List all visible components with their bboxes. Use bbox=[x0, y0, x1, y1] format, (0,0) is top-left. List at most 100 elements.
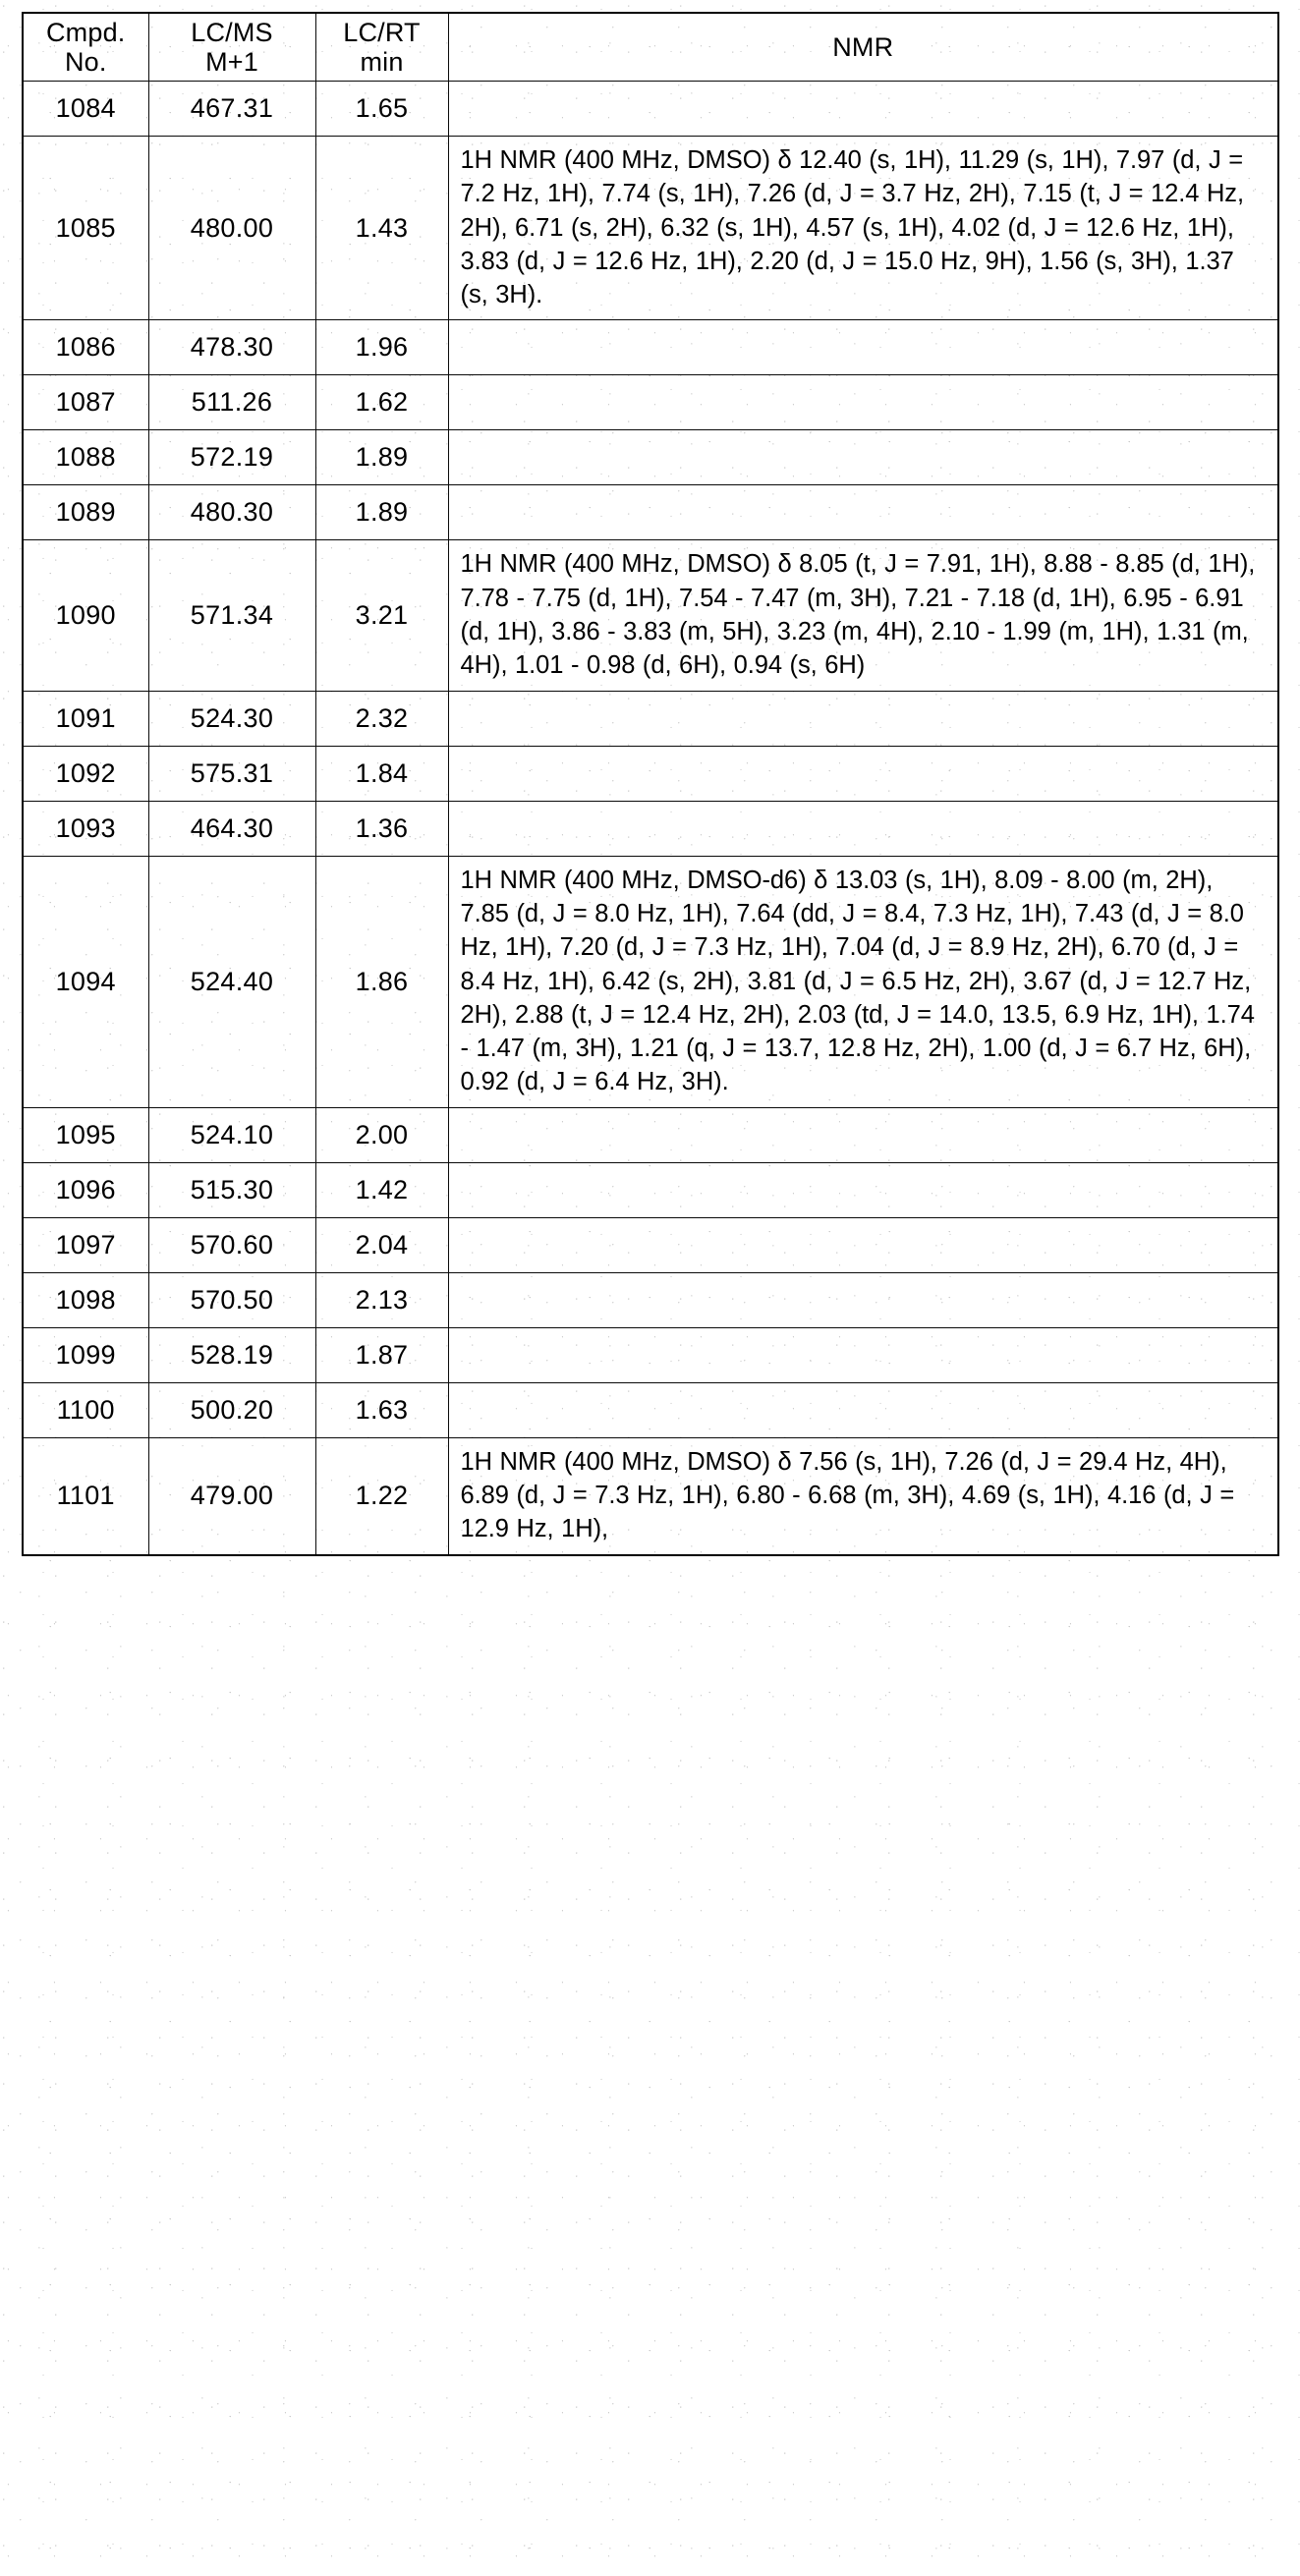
table-row: 1087 511.26 1.62 bbox=[22, 374, 1279, 431]
table-row: 1097 570.60 2.04 bbox=[22, 1216, 1279, 1273]
cell-nmr-data bbox=[447, 429, 1279, 486]
cell-nmr-data bbox=[447, 484, 1279, 541]
table-row: 1093 464.30 1.36 bbox=[22, 800, 1279, 857]
column-header-lcrt-line2: min bbox=[360, 47, 404, 77]
cell-lcms-mplus1: 515.30 bbox=[147, 1161, 316, 1218]
cell-lc-retention-time: 1.87 bbox=[314, 1326, 449, 1383]
cell-lcms-mplus1: 524.40 bbox=[147, 855, 316, 1108]
table-row: 1086 478.30 1.96 bbox=[22, 319, 1279, 376]
cell-lcms-mplus1: 464.30 bbox=[147, 800, 316, 857]
table-row: 1098 570.50 2.13 bbox=[22, 1271, 1279, 1328]
cell-lc-retention-time: 1.36 bbox=[314, 800, 449, 857]
cell-lcms-mplus1: 575.31 bbox=[147, 745, 316, 802]
column-header-lcms-line1: LC/MS bbox=[191, 17, 273, 47]
cell-lcms-mplus1: 528.19 bbox=[147, 1326, 316, 1383]
cell-nmr-data bbox=[447, 1216, 1279, 1273]
cell-nmr-data bbox=[447, 690, 1279, 747]
table-row: 1095 524.10 2.00 bbox=[22, 1106, 1279, 1163]
cell-lcms-mplus1: 570.60 bbox=[147, 1216, 316, 1273]
cell-lc-retention-time: 1.22 bbox=[314, 1436, 449, 1556]
cell-compound-number: 1087 bbox=[22, 374, 149, 431]
cell-nmr-data bbox=[447, 800, 1279, 857]
cell-nmr-data: 1H NMR (400 MHz, DMSO) δ 8.05 (t, J = 7.… bbox=[447, 539, 1279, 692]
cell-lcms-mplus1: 480.00 bbox=[147, 135, 316, 321]
cell-lc-retention-time: 3.21 bbox=[314, 539, 449, 692]
cell-compound-number: 1099 bbox=[22, 1326, 149, 1383]
column-header-nmr-line1: NMR bbox=[832, 31, 894, 62]
column-header-lcms: LC/MS M+1 bbox=[147, 12, 316, 82]
table-header: Cmpd. No. LC/MS M+1 LC/RT min NMR bbox=[22, 12, 1279, 82]
cell-nmr-data: 1H NMR (400 MHz, DMSO) δ 7.56 (s, 1H), 7… bbox=[447, 1436, 1279, 1556]
cell-lc-retention-time: 2.32 bbox=[314, 690, 449, 747]
cell-nmr-data: 1H NMR (400 MHz, DMSO-d6) δ 13.03 (s, 1H… bbox=[447, 855, 1279, 1108]
cell-compound-number: 1089 bbox=[22, 484, 149, 541]
cell-compound-number: 1091 bbox=[22, 690, 149, 747]
cell-lcms-mplus1: 511.26 bbox=[147, 374, 316, 431]
cell-lc-retention-time: 1.42 bbox=[314, 1161, 449, 1218]
cell-compound-number: 1096 bbox=[22, 1161, 149, 1218]
cell-lcms-mplus1: 570.50 bbox=[147, 1271, 316, 1328]
cell-nmr-data bbox=[447, 1381, 1279, 1438]
column-header-nmr: NMR bbox=[447, 12, 1279, 82]
column-header-lcrt: LC/RT min bbox=[314, 12, 449, 82]
header-row: Cmpd. No. LC/MS M+1 LC/RT min NMR bbox=[22, 12, 1279, 82]
cell-lc-retention-time: 2.00 bbox=[314, 1106, 449, 1163]
table-row: 1089 480.30 1.89 bbox=[22, 484, 1279, 541]
table-row: 1090 571.34 3.21 1H NMR (400 MHz, DMSO) δ 8… bbox=[22, 539, 1279, 692]
compound-data-table: Cmpd. No. LC/MS M+1 LC/RT min NMR 1084 46… bbox=[22, 12, 1279, 1556]
cell-lc-retention-time: 1.63 bbox=[314, 1381, 449, 1438]
cell-lc-retention-time: 2.04 bbox=[314, 1216, 449, 1273]
table-row: 1088 572.19 1.89 bbox=[22, 429, 1279, 486]
column-header-cmpd-no-line2: No. bbox=[64, 47, 107, 77]
cell-nmr-data: 1H NMR (400 MHz, DMSO) δ 12.40 (s, 1H), … bbox=[447, 135, 1279, 321]
table-row: 1100 500.20 1.63 bbox=[22, 1381, 1279, 1438]
cell-lc-retention-time: 1.62 bbox=[314, 374, 449, 431]
table-row: 1096 515.30 1.42 bbox=[22, 1161, 1279, 1218]
cell-compound-number: 1090 bbox=[22, 539, 149, 692]
cell-nmr-data bbox=[447, 319, 1279, 376]
cell-compound-number: 1095 bbox=[22, 1106, 149, 1163]
cell-compound-number: 1101 bbox=[22, 1436, 149, 1556]
table-row: 1092 575.31 1.84 bbox=[22, 745, 1279, 802]
cell-nmr-data bbox=[447, 374, 1279, 431]
cell-lc-retention-time: 1.89 bbox=[314, 484, 449, 541]
cell-lcms-mplus1: 467.31 bbox=[147, 81, 316, 137]
cell-nmr-data bbox=[447, 745, 1279, 802]
cell-lcms-mplus1: 524.30 bbox=[147, 690, 316, 747]
cell-compound-number: 1100 bbox=[22, 1381, 149, 1438]
cell-lcms-mplus1: 500.20 bbox=[147, 1381, 316, 1438]
column-header-cmpd-no: Cmpd. No. bbox=[22, 12, 149, 82]
cell-nmr-data bbox=[447, 1271, 1279, 1328]
cell-lcms-mplus1: 572.19 bbox=[147, 429, 316, 486]
table-row: 1094 524.40 1.86 1H NMR (400 MHz, DMSO-d6) … bbox=[22, 855, 1279, 1108]
cell-lcms-mplus1: 571.34 bbox=[147, 539, 316, 692]
column-header-lcrt-line1: LC/RT bbox=[343, 17, 421, 47]
cell-lcms-mplus1: 480.30 bbox=[147, 484, 316, 541]
cell-lcms-mplus1: 524.10 bbox=[147, 1106, 316, 1163]
cell-lcms-mplus1: 479.00 bbox=[147, 1436, 316, 1556]
cell-compound-number: 1098 bbox=[22, 1271, 149, 1328]
cell-lc-retention-time: 1.43 bbox=[314, 135, 449, 321]
cell-compound-number: 1085 bbox=[22, 135, 149, 321]
cell-nmr-data bbox=[447, 1106, 1279, 1163]
table-row: 1101 479.00 1.22 1H NMR (400 MHz, DMSO) δ 7… bbox=[22, 1436, 1279, 1556]
table-row: 1084 467.31 1.65 bbox=[22, 81, 1279, 137]
cell-compound-number: 1097 bbox=[22, 1216, 149, 1273]
cell-nmr-data bbox=[447, 81, 1279, 137]
cell-lc-retention-time: 1.89 bbox=[314, 429, 449, 486]
cell-compound-number: 1084 bbox=[22, 81, 149, 137]
cell-lc-retention-time: 1.65 bbox=[314, 81, 449, 137]
cell-nmr-data bbox=[447, 1161, 1279, 1218]
table-body: 1084 467.31 1.65 1085 480.00 1.43 1H NMR (400 … bbox=[22, 81, 1279, 1556]
cell-compound-number: 1088 bbox=[22, 429, 149, 486]
cell-lc-retention-time: 1.86 bbox=[314, 855, 449, 1108]
cell-lc-retention-time: 2.13 bbox=[314, 1271, 449, 1328]
cell-compound-number: 1086 bbox=[22, 319, 149, 376]
table-row: 1085 480.00 1.43 1H NMR (400 MHz, DMSO) δ 1… bbox=[22, 135, 1279, 321]
cell-lcms-mplus1: 478.30 bbox=[147, 319, 316, 376]
cell-lc-retention-time: 1.96 bbox=[314, 319, 449, 376]
cell-lc-retention-time: 1.84 bbox=[314, 745, 449, 802]
cell-compound-number: 1094 bbox=[22, 855, 149, 1108]
table-row: 1091 524.30 2.32 bbox=[22, 690, 1279, 747]
